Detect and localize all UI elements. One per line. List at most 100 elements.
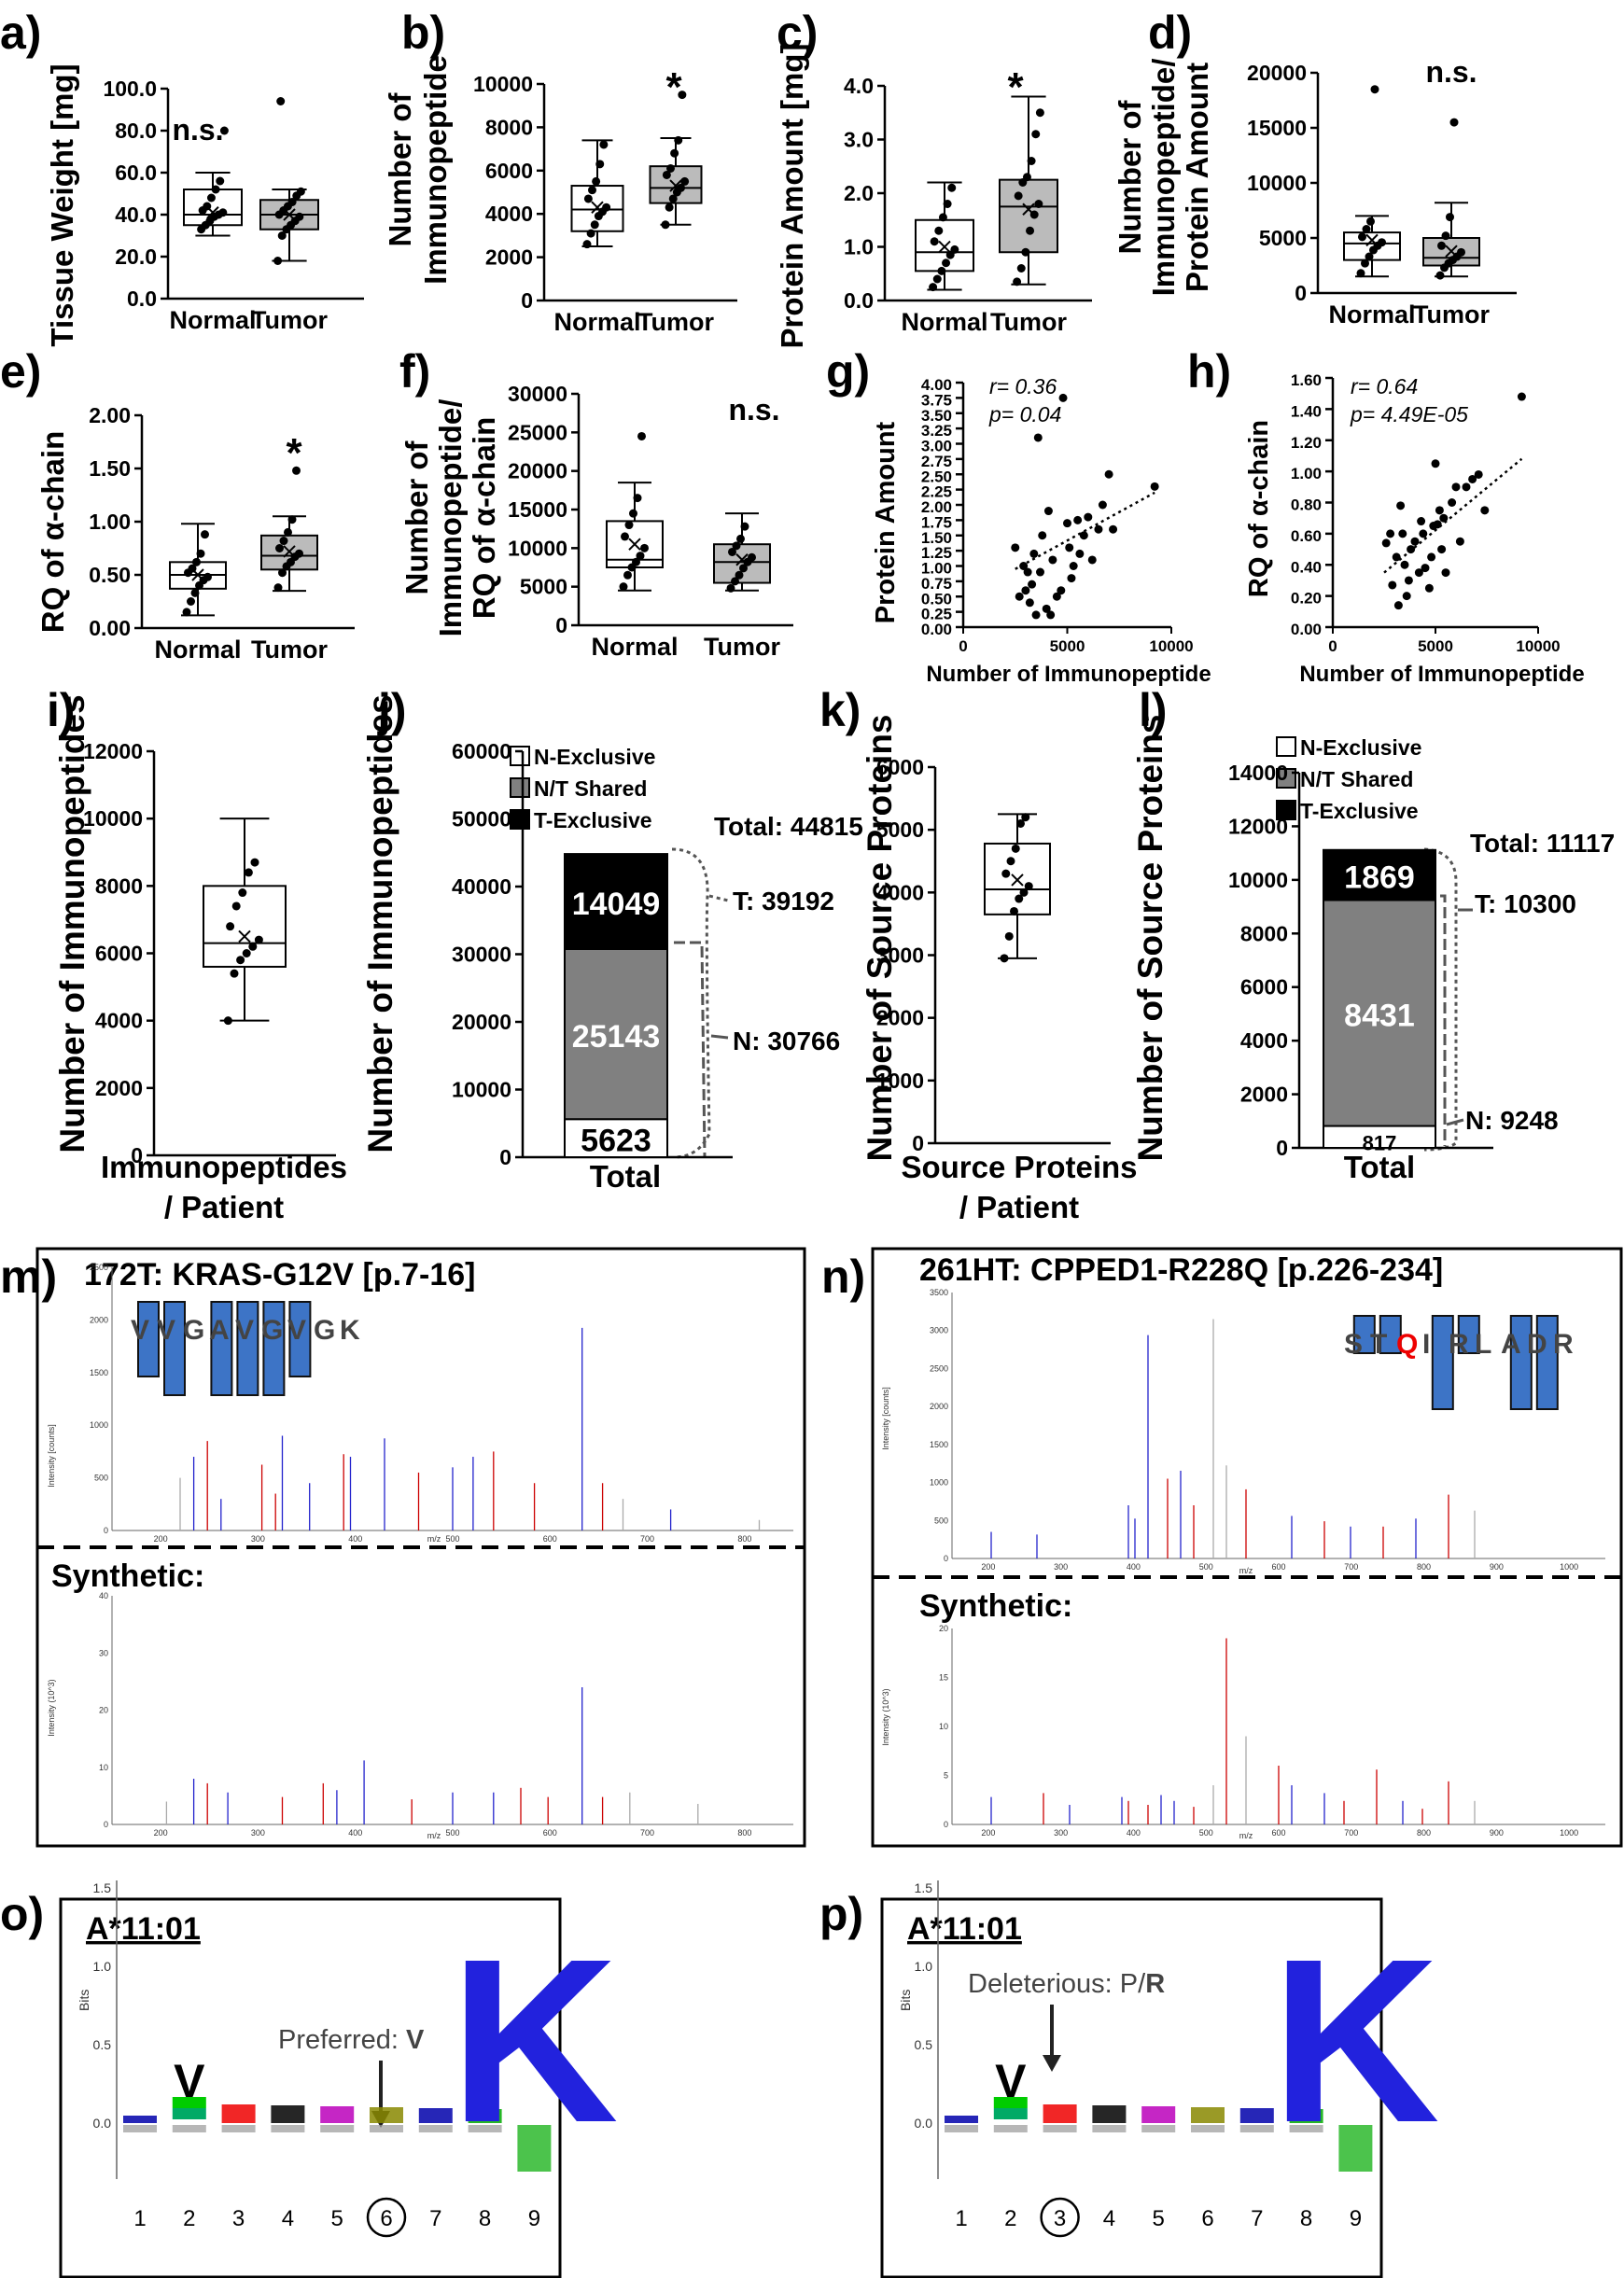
f-point bbox=[726, 583, 735, 593]
a-y-tick-label: 0.0 bbox=[127, 286, 157, 311]
k-point bbox=[1006, 857, 1015, 866]
i-mean-marker bbox=[238, 929, 251, 943]
o-logo-circled-position bbox=[366, 2197, 407, 2238]
k-y-tick-label: 1000 bbox=[876, 1069, 924, 1093]
n-spec-y-tick-label: 0 bbox=[944, 1820, 948, 1829]
n-seq-fragment-box bbox=[1535, 1315, 1559, 1410]
c-point bbox=[1016, 264, 1026, 273]
i-y-tick-label: 2000 bbox=[95, 1076, 143, 1100]
c-box-rect bbox=[999, 178, 1058, 254]
m-title: 172T: KRAS-G12V [p.7-16] bbox=[84, 1257, 475, 1293]
i-point bbox=[230, 969, 239, 978]
o-logo-y-tick-label: 1.5 bbox=[93, 1880, 112, 1895]
f-y-tick-label: 20000 bbox=[508, 459, 567, 483]
h-point bbox=[1437, 545, 1447, 554]
p-logo-letter-stack bbox=[1191, 2107, 1225, 2123]
o-logo-letter-stack bbox=[172, 2097, 206, 2108]
f-ylabel-2: Immunopeptide/ bbox=[433, 399, 468, 637]
o-logo-position-label: 1 bbox=[133, 2206, 146, 2231]
o-logo-position-label: 8 bbox=[479, 2206, 491, 2231]
m-spec-y-tick-label: 0 bbox=[104, 1526, 108, 1535]
a-y-tick-label: 100.0 bbox=[103, 77, 157, 101]
n-seq-residue: D bbox=[1527, 1329, 1547, 1360]
k-box-0 bbox=[984, 813, 1051, 963]
h-point bbox=[1419, 529, 1428, 538]
b-category-label: Tumor bbox=[637, 308, 714, 336]
a-point bbox=[219, 126, 229, 135]
g-point bbox=[1109, 524, 1118, 534]
p-logo-letter-stack bbox=[1043, 2104, 1077, 2123]
m-seq-residue: A bbox=[209, 1315, 230, 1346]
l-y-tick-label: 12000 bbox=[1228, 814, 1288, 838]
h-xlabel: Number of Immunopeptide bbox=[1299, 662, 1584, 687]
f-y-tick-label: 10000 bbox=[508, 536, 567, 560]
d-category-label: Normal bbox=[1328, 300, 1415, 328]
g-y-tick-label: 1.25 bbox=[921, 544, 952, 562]
n-spec-y-tick-label: 1000 bbox=[930, 1478, 948, 1488]
j-total: Total: 44815 bbox=[714, 812, 863, 841]
g-y-tick-label: 0.75 bbox=[921, 575, 952, 593]
b-point bbox=[590, 220, 599, 230]
n-spec-x-tick-label: 300 bbox=[1054, 1828, 1068, 1838]
p-logo-y-tick-label: 1.0 bbox=[915, 1959, 933, 1974]
e-y-tick-label: 1.50 bbox=[89, 456, 131, 481]
k-point bbox=[1010, 906, 1018, 915]
b-point bbox=[661, 220, 670, 230]
g-point bbox=[1075, 549, 1085, 558]
n-spec-y-tick-label: 1500 bbox=[930, 1440, 948, 1449]
n-spec-y-tick-label: 3000 bbox=[930, 1326, 948, 1335]
m-seq-fragment-box bbox=[236, 1301, 259, 1396]
panel-p: A*11:01 Deleterious: P/R 0.0 0.5 1.0 1.5 Bit… bbox=[880, 1880, 1440, 2278]
panel-n: 261HT: CPPED1-R228Q [p.226-234] Syntheti… bbox=[871, 1247, 1623, 1848]
e-box-0 bbox=[169, 523, 227, 617]
p-logo-depleted-stack bbox=[1338, 2125, 1373, 2172]
k-xlabel-1: Source Proteins bbox=[901, 1150, 1137, 1184]
e-category-label: Normal bbox=[154, 636, 241, 664]
g-point bbox=[1043, 507, 1053, 516]
l-segment-label-2: 1869 bbox=[1344, 860, 1415, 896]
h-point bbox=[1396, 501, 1406, 510]
a-y-tick-label: 40.0 bbox=[115, 203, 157, 227]
h-point bbox=[1417, 517, 1426, 526]
h-point bbox=[1517, 392, 1526, 401]
d-box-0 bbox=[1343, 85, 1401, 278]
n-title: 261HT: CPPED1-R228Q [p.226-234] bbox=[919, 1252, 1443, 1288]
a-point bbox=[277, 231, 287, 240]
h-p-value: p= 4.49E-05 bbox=[1350, 402, 1468, 426]
p-logo-letter-stack bbox=[993, 2108, 1028, 2119]
h-r-value: r= 0.64 bbox=[1351, 374, 1418, 398]
l-xlabel: Total bbox=[1344, 1150, 1415, 1184]
o-logo-letter-stack bbox=[370, 2107, 403, 2123]
c-mean-marker bbox=[938, 240, 951, 254]
panel-label-d: d) bbox=[1148, 7, 1192, 59]
m-spec-y-tick-label: 30 bbox=[99, 1648, 108, 1657]
b-box-0 bbox=[570, 139, 624, 249]
charts-layer: 0.020.040.060.080.0100.0NormalTumor02000… bbox=[83, 61, 1561, 1169]
b-point bbox=[670, 148, 679, 158]
c-point bbox=[1027, 157, 1036, 165]
i-point bbox=[244, 868, 253, 877]
h-y-tick-label: 1.40 bbox=[1291, 402, 1322, 420]
p-logo-letter-stack bbox=[1239, 2108, 1274, 2123]
e-box-1 bbox=[260, 466, 318, 593]
l-y-tick-label: 4000 bbox=[1240, 1028, 1288, 1053]
i-point bbox=[248, 942, 258, 951]
d-point bbox=[1358, 232, 1366, 242]
a-y-tick-label: 60.0 bbox=[115, 161, 157, 185]
a-point bbox=[216, 176, 225, 186]
o-logo-depleted-stack bbox=[123, 2125, 157, 2132]
f-mean-marker bbox=[628, 538, 641, 551]
d-y-tick-label: 10000 bbox=[1247, 171, 1307, 195]
j-segment-label-0: 5623 bbox=[581, 1124, 651, 1159]
i-ylabel: Number of Immunopeptides bbox=[53, 694, 91, 1153]
h-point bbox=[1431, 459, 1440, 468]
f-box-1 bbox=[713, 512, 771, 593]
f-y-tick-label: 25000 bbox=[508, 420, 567, 444]
f-point bbox=[731, 577, 739, 586]
c-point bbox=[934, 226, 944, 235]
g-point bbox=[1052, 592, 1061, 601]
a-point bbox=[295, 212, 304, 221]
b-ylabel-2: Immunopeptide bbox=[418, 55, 453, 285]
o-logo-position-label: 2 bbox=[183, 2206, 195, 2231]
